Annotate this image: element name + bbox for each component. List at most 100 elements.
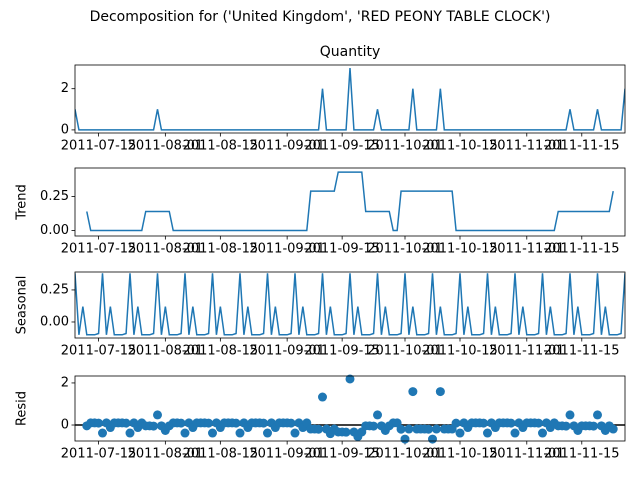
series-line (75, 68, 625, 131)
x-tick-label: 2011-07-15 (61, 139, 137, 154)
resid-point (314, 424, 324, 434)
resid-point (404, 424, 414, 434)
resid-point (290, 428, 300, 438)
x-tick-label: 2011-07-15 (61, 447, 137, 462)
x-tick-label: 2011-08-01 (128, 242, 204, 257)
x-tick-label: 2011-08-15 (183, 139, 259, 154)
axes-frame (74, 271, 626, 339)
axes-frame (74, 375, 626, 442)
resid-point (400, 434, 410, 444)
x-tick-label: 2011-09-15 (304, 447, 380, 462)
resid-point (565, 410, 575, 420)
resid-point (561, 421, 571, 431)
resid-point (408, 387, 418, 397)
resid-point (286, 418, 296, 428)
resid-point (121, 418, 131, 428)
x-tick-label: 2011-10-15 (422, 447, 498, 462)
series-line (86, 171, 614, 232)
x-tick-label: 2011-11-01 (489, 242, 565, 257)
x-tick-label: 2011-11-01 (489, 447, 565, 462)
resid-point (231, 418, 241, 428)
x-tick-label: 2011-11-15 (544, 447, 620, 462)
series-line (75, 273, 625, 336)
resid-point (318, 392, 327, 402)
axes-frame (74, 167, 626, 237)
resid-point (431, 424, 441, 434)
resid-point (235, 428, 245, 438)
resid-point (369, 421, 379, 431)
x-tick-label: 2011-07-15 (61, 344, 137, 359)
resid-point (451, 418, 461, 428)
resid-point (608, 424, 618, 434)
x-tick-label: 2011-09-01 (249, 447, 325, 462)
resid-point (176, 418, 186, 428)
resid-point (373, 410, 382, 420)
resid-point (455, 428, 465, 438)
resid-point (259, 418, 269, 428)
x-tick-label: 2011-10-15 (422, 344, 498, 359)
resid-point (208, 428, 217, 438)
resid-point (98, 428, 107, 438)
resid-point (125, 428, 135, 438)
x-tick-label: 2011-10-01 (367, 344, 443, 359)
x-tick-label: 2011-07-15 (61, 242, 137, 257)
x-tick-label: 2011-09-15 (304, 344, 380, 359)
resid-point (428, 434, 437, 444)
x-tick-label: 2011-11-15 (544, 242, 620, 257)
y-tick-label: 0 (61, 122, 69, 137)
axes-frame (74, 64, 626, 134)
resid-point (534, 418, 544, 428)
resid-point (204, 418, 214, 428)
y-axis-label: Trend (15, 184, 30, 221)
resid-point (263, 428, 272, 438)
resid-point (479, 418, 489, 428)
resid-point (589, 421, 599, 431)
x-tick-label: 2011-08-15 (183, 447, 259, 462)
resid-point (510, 428, 520, 438)
figure-title: Decomposition for ('United Kingdom', 'RE… (90, 9, 551, 25)
x-tick-label: 2011-08-15 (183, 344, 259, 359)
x-tick-label: 2011-10-01 (367, 447, 443, 462)
x-tick-label: 2011-11-01 (489, 344, 565, 359)
resid-point (483, 428, 492, 438)
x-tick-label: 2011-08-01 (128, 344, 204, 359)
y-tick-label: 2 (61, 375, 69, 390)
resid-point (506, 418, 516, 428)
resid-point (396, 424, 406, 434)
x-tick-label: 2011-10-01 (367, 242, 443, 257)
x-tick-label: 2011-08-01 (128, 447, 204, 462)
resid-point (435, 387, 445, 397)
y-tick-label: 2 (61, 81, 69, 96)
x-tick-label: 2011-09-15 (304, 242, 380, 257)
x-tick-label: 2011-10-01 (367, 139, 443, 154)
x-tick-label: 2011-08-15 (183, 242, 259, 257)
x-tick-label: 2011-10-15 (422, 139, 498, 154)
y-tick-label: 0.00 (40, 314, 69, 329)
resid-point (593, 410, 602, 420)
x-tick-label: 2011-09-01 (249, 344, 325, 359)
y-axis-label: Seasonal (15, 276, 30, 335)
y-axis-label: Resid (15, 391, 30, 426)
x-tick-label: 2011-09-01 (249, 139, 325, 154)
y-tick-label: 0 (61, 418, 69, 433)
resid-point (94, 418, 104, 428)
resid-point (424, 424, 434, 434)
y-tick-label: 0.25 (40, 189, 69, 204)
x-tick-label: 2011-11-15 (544, 139, 620, 154)
x-tick-label: 2011-11-15 (544, 344, 620, 359)
y-tick-label: 0.00 (40, 223, 69, 238)
x-tick-label: 2011-09-01 (249, 242, 325, 257)
resid-point (153, 410, 162, 420)
y-tick-label: 0.25 (40, 282, 69, 297)
resid-point (345, 374, 355, 384)
x-tick-label: 2011-08-01 (128, 139, 204, 154)
resid-point (538, 428, 547, 438)
resid-point (341, 427, 351, 437)
x-tick-label: 2011-10-15 (422, 242, 498, 257)
resid-point (180, 428, 190, 438)
x-tick-label: 2011-09-15 (304, 139, 380, 154)
panel-title: Quantity (320, 44, 381, 60)
x-tick-label: 2011-11-01 (489, 139, 565, 154)
resid-point (149, 421, 159, 431)
